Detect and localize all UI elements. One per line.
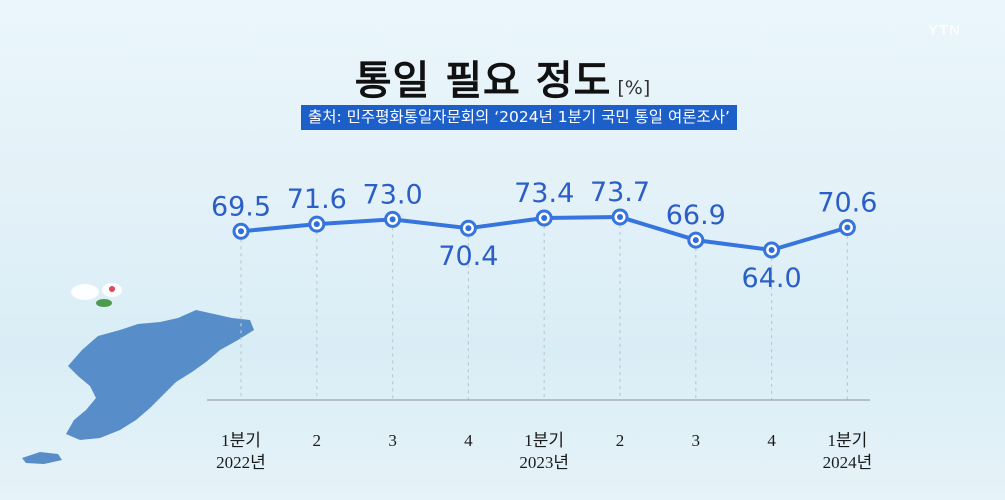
x-tick-label: 3 (388, 431, 397, 450)
x-tick-label: 4 (464, 431, 473, 450)
korean-peninsula-shape (66, 310, 254, 440)
x-axis-ticks: 1분기 2022년 2 3 4 1분기 2023년 2 3 4 1분기 2024년 (216, 431, 872, 472)
data-markers (232, 208, 856, 259)
x-tick-year-label: 2024년 (823, 453, 873, 472)
data-label: 64.0 (742, 263, 802, 294)
data-label: 70.6 (817, 188, 877, 219)
data-label: 73.0 (363, 179, 423, 210)
flower-decoration-icon (71, 283, 122, 307)
data-label: 69.5 (211, 191, 271, 222)
broadcaster-watermark: YTN (928, 22, 961, 39)
data-label: 66.9 (666, 200, 726, 231)
source-caption: 출처: 민주평화통일자문회의 ‘2024년 1분기 국민 통일 여론조사’ (301, 105, 737, 130)
data-point (459, 219, 477, 237)
data-label: 70.4 (438, 241, 498, 272)
x-tick-year-label: 2022년 (216, 453, 266, 472)
data-point (308, 215, 326, 233)
data-label: 71.6 (287, 184, 347, 215)
x-tick-label: 1분기 (524, 431, 564, 450)
data-label: 73.4 (514, 178, 574, 209)
x-tick-label: 1분기 (828, 431, 868, 450)
unit-label: [%] (617, 77, 651, 99)
jeju-island-shape (22, 452, 62, 464)
data-labels: 69.5 71.6 73.0 70.4 73.4 73.7 66.9 64.0 70.6 (211, 177, 878, 294)
data-point (763, 241, 781, 259)
x-tick-label: 4 (767, 431, 776, 450)
data-label: 73.7 (590, 177, 650, 208)
chart-title-row: 통일 필요 정도 [%] (0, 48, 1005, 106)
x-tick-label: 3 (692, 431, 701, 450)
data-point (384, 210, 402, 228)
x-tick-label: 2 (616, 431, 625, 450)
x-tick-label: 2 (313, 431, 322, 450)
x-tick-year-label: 2023년 (519, 453, 569, 472)
data-point (611, 208, 629, 226)
data-point (687, 231, 705, 249)
x-tick-label: 1분기 (221, 431, 261, 450)
guide-lines (240, 225, 849, 400)
data-point (838, 219, 856, 237)
data-point (535, 209, 553, 227)
data-point (232, 222, 250, 240)
chart-title: 통일 필요 정도 (354, 58, 612, 104)
